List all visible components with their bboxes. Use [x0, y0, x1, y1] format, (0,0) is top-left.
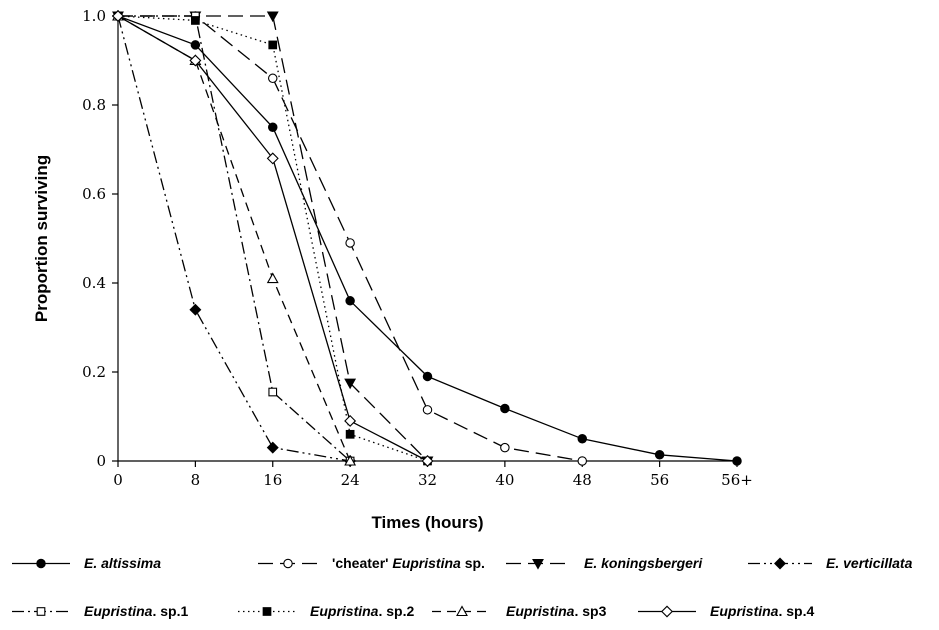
data-point-filled-circle [345, 296, 355, 306]
y-tick-label: 1.0 [82, 7, 106, 25]
data-point-filled-square [191, 16, 200, 25]
data-point-open-diamond [421, 455, 434, 467]
data-point-open-diamond [189, 54, 202, 67]
x-tick-label: 32 [418, 471, 437, 489]
legend-label-part: . sp3 [574, 603, 606, 619]
y-tick-label: 0.4 [82, 274, 106, 292]
axes: 0 0.2 0.4 0.6 0.8 1.0 0 8 16 24 32 40 48 56 56+ [82, 7, 753, 489]
data-point-open-triangle-up [344, 454, 357, 466]
legend-entry-2: E. koningsbergeri [506, 555, 703, 571]
data-point-open-circle [577, 456, 587, 466]
legend-label: Eupristina. sp.1 [84, 603, 188, 619]
y-ticks: 0 0.2 0.4 0.6 0.8 1.0 [82, 7, 118, 470]
series-line [117, 15, 351, 462]
legend-entry-7: Eupristina. sp.4 [638, 603, 814, 619]
data-point-filled-circle [267, 122, 278, 133]
legend-label: E. verticillata [826, 555, 913, 571]
data-point-open-triangle-up [266, 272, 279, 284]
data-point-open-square [268, 387, 278, 397]
series-4 [113, 11, 355, 466]
y-axis-title: Proportion surviving [32, 155, 51, 322]
legend-label-part: Eupristina [310, 603, 379, 619]
legend-entry-0: E. altissima [12, 555, 161, 571]
legend: E. altissima 'cheater' Eupristina sp. E. k… [12, 555, 913, 619]
legend-label-part: Eupristina [392, 555, 461, 571]
y-tick-label: 0.8 [82, 96, 106, 114]
data-point-open-circle [500, 442, 510, 453]
x-tick-label: 56 [650, 471, 669, 489]
data-point-filled-circle [732, 456, 742, 466]
legend-label-part: E. altissima [84, 555, 161, 571]
legend-label-part: 'cheater' [332, 555, 392, 571]
x-axis-title: Times (hours) [371, 513, 483, 532]
data-point-open-diamond [344, 414, 357, 427]
data-point-filled-diamond [189, 303, 202, 316]
data-point-filled-circle [500, 403, 510, 414]
legend-label-part: Eupristina [84, 603, 153, 619]
x-tick-label: 48 [573, 471, 592, 489]
data-point-open-circle [422, 405, 433, 415]
data-point-open-circle [267, 73, 278, 84]
legend-entry-5: Eupristina. sp.2 [238, 603, 414, 619]
data-point-filled-circle [577, 433, 587, 444]
x-ticks: 0 8 16 24 32 40 48 56 56+ [113, 461, 753, 489]
x-tick-label: 16 [263, 471, 282, 489]
legend-label: Eupristina. sp.2 [310, 603, 414, 619]
legend-label-part: . sp.4 [778, 603, 814, 619]
legend-label-part: Eupristina [506, 603, 575, 619]
data-point-open-triangle-up [456, 605, 468, 617]
series-line [118, 15, 351, 462]
x-tick-label: 40 [495, 471, 514, 489]
y-tick-label: 0 [96, 452, 106, 470]
legend-label: Eupristina. sp.4 [710, 603, 814, 619]
legend-label: E. altissima [84, 555, 161, 571]
data-point-open-diamond [661, 605, 673, 618]
legend-entry-4: Eupristina. sp.1 [12, 603, 188, 619]
data-point-open-square [36, 607, 46, 616]
x-tick-label: 56+ [721, 471, 753, 489]
data-point-filled-square [345, 429, 355, 439]
legend-label-part: . sp.1 [152, 603, 188, 619]
x-tick-label: 0 [113, 471, 123, 489]
data-point-filled-diamond [774, 557, 786, 570]
legend-label: Eupristina. sp3 [506, 603, 607, 619]
series-1 [113, 11, 587, 466]
series-line [117, 15, 738, 462]
legend-entry-3: E. verticillata [748, 555, 913, 571]
legend-label: 'cheater' Eupristina sp. [332, 555, 485, 571]
legend-label-part: Eupristina [710, 603, 779, 619]
series-6 [112, 9, 357, 466]
y-tick-label: 0.2 [82, 363, 106, 381]
data-point-open-diamond [266, 152, 279, 165]
data-point-filled-circle [422, 371, 433, 382]
x-tick-label: 8 [191, 471, 201, 489]
legend-entry-6: Eupristina. sp3 [432, 603, 607, 619]
data-point-filled-diamond [266, 441, 279, 454]
series-line [117, 15, 351, 462]
legend-label-part: sp. [461, 555, 485, 571]
data-point-filled-triangle-down [532, 558, 544, 570]
data-point-filled-square [268, 40, 278, 50]
legend-entry-1: 'cheater' Eupristina sp. [258, 555, 485, 571]
series-0 [113, 11, 742, 466]
series-layer [112, 9, 742, 468]
legend-label: E. koningsbergeri [584, 555, 703, 571]
series-7 [112, 10, 434, 467]
series-3 [112, 10, 357, 467]
legend-label-part: . sp.2 [378, 603, 414, 619]
data-point-filled-circle [36, 558, 46, 569]
data-point-filled-triangle-down [266, 11, 279, 23]
legend-label-part: E. koningsbergeri [584, 555, 703, 571]
x-tick-label: 24 [341, 471, 360, 489]
data-point-filled-square [262, 607, 272, 616]
data-point-open-circle [345, 238, 355, 248]
y-tick-label: 0.6 [82, 185, 106, 203]
legend-label-part: E. verticillata [826, 555, 913, 571]
data-point-filled-circle [190, 40, 201, 50]
data-point-open-circle [283, 558, 293, 569]
data-point-open-diamond [112, 10, 124, 22]
data-point-filled-circle [654, 450, 665, 460]
data-point-filled-triangle-down [344, 378, 357, 390]
